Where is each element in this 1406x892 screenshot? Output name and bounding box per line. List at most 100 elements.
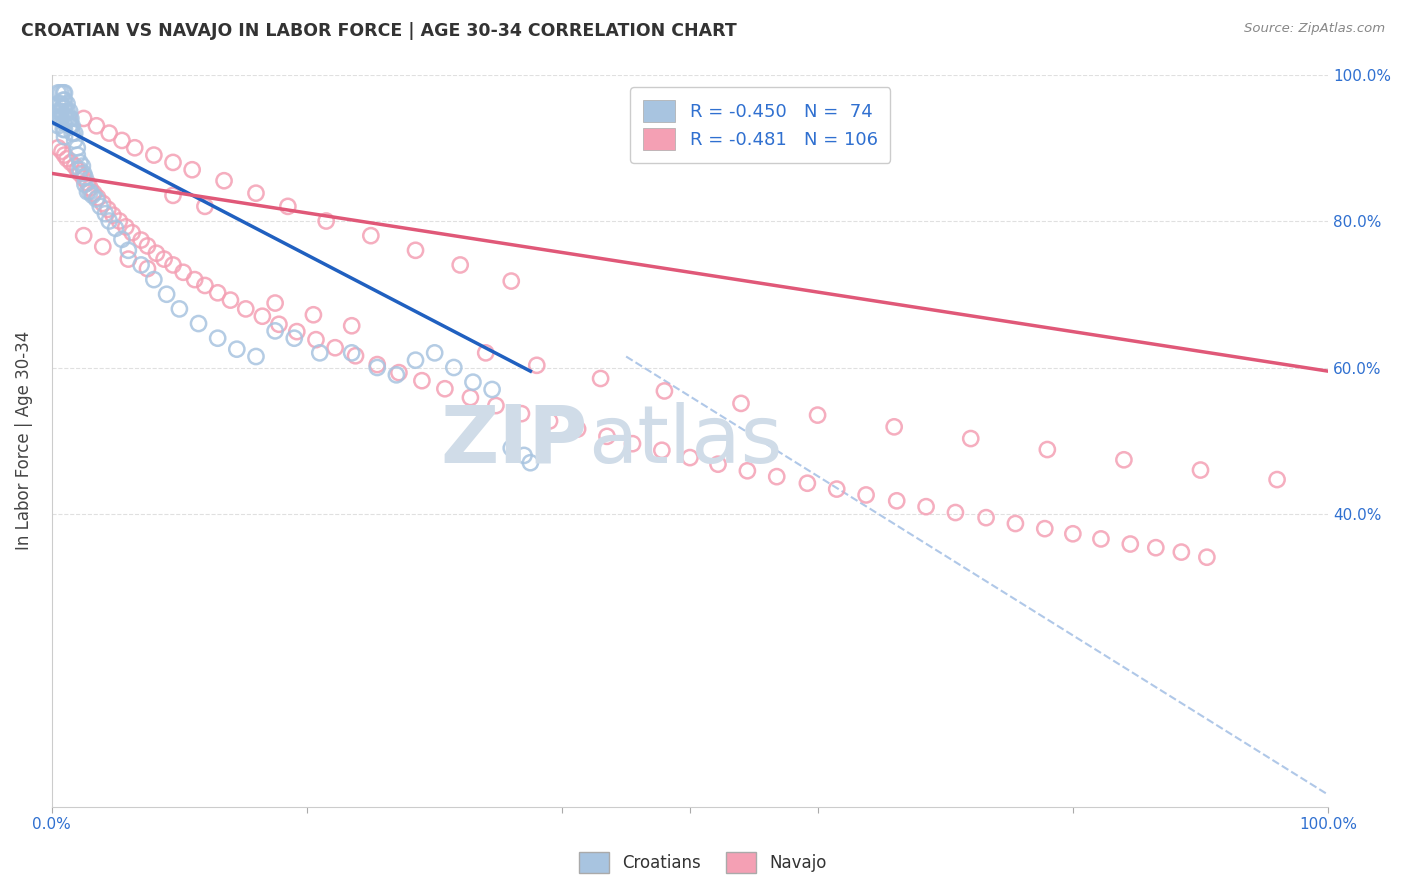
- Point: [1033, 522, 1056, 536]
- Point: [136, 261, 159, 276]
- Point: [53, 122, 76, 136]
- Point: [111, 133, 134, 147]
- Point: [883, 420, 905, 434]
- Text: ZIP: ZIP: [440, 401, 588, 480]
- Point: [63, 126, 86, 140]
- Point: [366, 358, 388, 372]
- Point: [225, 342, 247, 356]
- Point: [60, 119, 83, 133]
- Point: [207, 285, 229, 300]
- Point: [49, 96, 72, 111]
- Point: [73, 178, 96, 192]
- Point: [52, 108, 75, 122]
- Point: [46, 112, 69, 126]
- Point: [153, 252, 176, 266]
- Point: [136, 239, 159, 253]
- Point: [101, 208, 124, 222]
- Point: [76, 185, 98, 199]
- Point: [73, 228, 96, 243]
- Point: [104, 221, 127, 235]
- Point: [52, 100, 75, 114]
- Point: [730, 396, 752, 410]
- Point: [1004, 516, 1026, 531]
- Point: [433, 382, 456, 396]
- Point: [302, 308, 325, 322]
- Point: [53, 100, 76, 114]
- Point: [89, 199, 111, 213]
- Point: [69, 162, 91, 177]
- Point: [654, 384, 676, 398]
- Point: [267, 318, 290, 332]
- Point: [111, 232, 134, 246]
- Point: [360, 228, 382, 243]
- Point: [162, 188, 184, 202]
- Point: [1195, 550, 1218, 565]
- Point: [69, 166, 91, 180]
- Point: [82, 188, 104, 202]
- Point: [83, 186, 105, 201]
- Point: [519, 456, 541, 470]
- Point: [53, 108, 76, 122]
- Point: [737, 464, 759, 478]
- Point: [1144, 541, 1167, 555]
- Point: [340, 346, 363, 360]
- Point: [162, 155, 184, 169]
- Point: [596, 429, 619, 443]
- Point: [172, 265, 194, 279]
- Point: [73, 166, 96, 180]
- Point: [460, 391, 482, 405]
- Legend: R = -0.450   N =  74, R = -0.481   N = 106: R = -0.450 N = 74, R = -0.481 N = 106: [630, 87, 890, 163]
- Point: [156, 287, 179, 301]
- Point: [277, 199, 299, 213]
- Point: [510, 407, 533, 421]
- Point: [1062, 526, 1084, 541]
- Point: [679, 450, 702, 465]
- Point: [79, 185, 101, 199]
- Point: [52, 86, 75, 100]
- Point: [56, 112, 79, 126]
- Point: [1036, 442, 1059, 457]
- Point: [194, 199, 217, 213]
- Point: [63, 133, 86, 147]
- Point: [323, 341, 346, 355]
- Point: [212, 174, 235, 188]
- Point: [855, 488, 877, 502]
- Text: Source: ZipAtlas.com: Source: ZipAtlas.com: [1244, 22, 1385, 36]
- Point: [98, 214, 121, 228]
- Point: [117, 252, 139, 266]
- Point: [388, 366, 411, 380]
- Point: [66, 141, 89, 155]
- Point: [915, 500, 938, 514]
- Point: [142, 148, 165, 162]
- Point: [385, 368, 408, 382]
- Point: [66, 162, 89, 177]
- Point: [1170, 545, 1192, 559]
- Point: [51, 145, 73, 159]
- Point: [405, 244, 427, 258]
- Point: [589, 371, 612, 385]
- Point: [60, 126, 83, 140]
- Point: [73, 112, 96, 126]
- Point: [187, 317, 209, 331]
- Point: [53, 115, 76, 129]
- Y-axis label: In Labor Force | Age 30-34: In Labor Force | Age 30-34: [15, 331, 32, 550]
- Point: [621, 436, 644, 450]
- Point: [1265, 473, 1288, 487]
- Point: [707, 457, 730, 471]
- Point: [98, 126, 121, 140]
- Point: [765, 469, 787, 483]
- Point: [79, 181, 101, 195]
- Point: [56, 104, 79, 119]
- Point: [207, 331, 229, 345]
- Point: [315, 214, 337, 228]
- Text: atlas: atlas: [588, 401, 782, 480]
- Point: [1189, 463, 1212, 477]
- Point: [91, 240, 114, 254]
- Point: [245, 350, 267, 364]
- Point: [129, 233, 152, 247]
- Point: [423, 346, 446, 360]
- Point: [69, 155, 91, 169]
- Point: [1119, 537, 1142, 551]
- Point: [46, 86, 69, 100]
- Point: [76, 176, 98, 190]
